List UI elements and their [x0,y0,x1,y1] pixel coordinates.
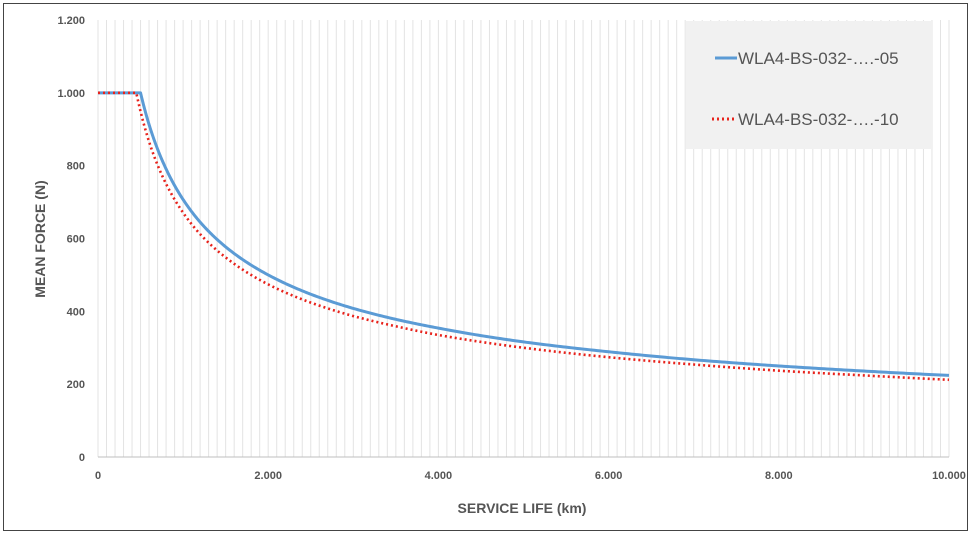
y-tick-label: 400 [67,306,85,318]
y-tick-label: 800 [67,161,85,173]
y-tick-label: 0 [79,452,85,464]
y-tick-label: 200 [67,379,85,391]
x-tick-label: 8.000 [765,470,793,482]
x-tick-label: 6.000 [595,470,623,482]
y-tick-label: 1.200 [57,15,85,27]
series-lines [98,91,950,382]
y-axis-title: MEAN FORCE (N) [32,180,48,297]
x-tick-label: 4.000 [425,470,453,482]
tick-labels: 0 2.000 4.000 6.000 8.000 10.000 0 200 400 600 800… [57,15,965,482]
legend: WLA4-BS-032-….-05 WLA4-BS-032-….-10 [686,21,932,149]
series-line-1 [98,91,950,377]
y-tick-label: 1.000 [57,88,85,100]
x-axis-title: SERVICE LIFE (km) [458,500,587,516]
y-tick-label: 600 [67,234,85,246]
series-line-2 [98,91,950,382]
legend-label-series-1: WLA4-BS-032-….-05 [738,49,899,68]
legend-box [686,21,932,149]
legend-label-series-2: WLA4-BS-032-….-10 [738,110,899,129]
x-tick-label: 2.000 [254,470,282,482]
x-tick-label: 0 [95,470,101,482]
x-tick-label: 10.000 [932,470,966,482]
